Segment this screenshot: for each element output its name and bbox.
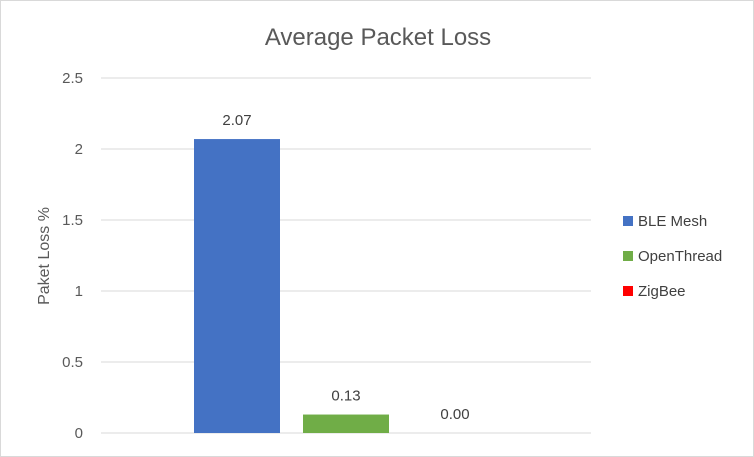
legend-label-zigbee: ZigBee bbox=[638, 283, 686, 300]
y-tick-label: 1 bbox=[75, 283, 83, 300]
legend-swatch-openthread bbox=[623, 251, 633, 261]
legend-swatch-ble-mesh bbox=[623, 216, 633, 226]
data-label-ble-mesh: 2.07 bbox=[222, 112, 251, 129]
legend-label-ble-mesh: BLE Mesh bbox=[638, 213, 707, 230]
legend: BLE Mesh OpenThread ZigBee bbox=[623, 213, 722, 300]
data-labels: 2.07 0.13 0.00 bbox=[222, 112, 469, 423]
y-tick-label: 0 bbox=[75, 425, 83, 442]
bar-ble-mesh bbox=[194, 139, 280, 433]
y-axis-title: Paket Loss % bbox=[36, 207, 53, 305]
bars bbox=[194, 139, 389, 433]
chart-title: Average Packet Loss bbox=[265, 24, 491, 51]
y-tick-label: 1.5 bbox=[62, 212, 83, 229]
data-label-zigbee: 0.00 bbox=[440, 406, 469, 423]
legend-label-openthread: OpenThread bbox=[638, 248, 722, 265]
y-tick-label: 2 bbox=[75, 141, 83, 158]
data-label-openthread: 0.13 bbox=[331, 388, 360, 405]
y-tick-label: 2.5 bbox=[62, 70, 83, 87]
legend-swatch-zigbee bbox=[623, 286, 633, 296]
y-tick-label: 0.5 bbox=[62, 354, 83, 371]
y-axis-ticks: 0 0.5 1 1.5 2 2.5 bbox=[62, 70, 83, 442]
bar-openthread bbox=[303, 414, 389, 433]
gridlines bbox=[101, 77, 591, 434]
